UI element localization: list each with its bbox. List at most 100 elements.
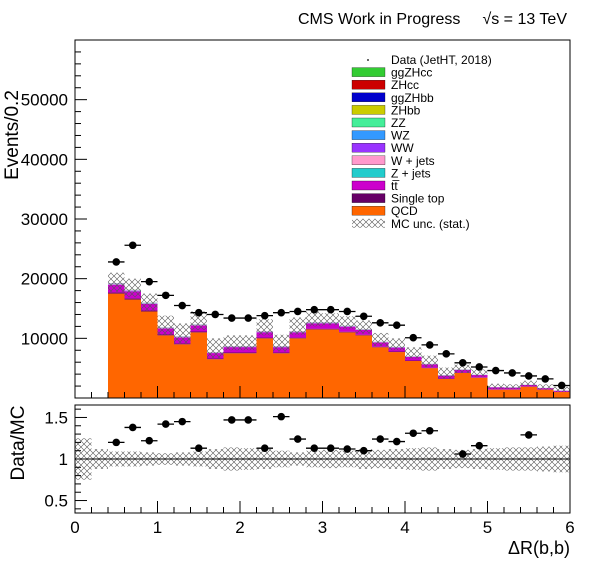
bar-qcd [438, 378, 455, 398]
legend-label-zz: ZZ [391, 116, 406, 130]
mc-unc-band-bin [141, 293, 158, 311]
ratio-point [194, 444, 203, 453]
bar-qcd [471, 377, 488, 398]
mc-unc-band-bin [471, 369, 488, 377]
bar-single-top [124, 298, 141, 300]
data-point [293, 307, 302, 316]
data-point [260, 311, 269, 320]
mc-unc-band-bin [438, 367, 455, 379]
mc-unc-band-bin [157, 315, 174, 335]
legend-label-zhbb: ZHbb [391, 103, 421, 117]
x-tick-label: 2 [235, 518, 244, 537]
mc-unc-band-bin [108, 272, 125, 292]
mc-unc-band-bin [223, 335, 240, 351]
data-point [541, 375, 550, 383]
bar-qcd [108, 293, 125, 398]
mc-unc-band-bin [124, 278, 141, 298]
bar-qcd [487, 389, 504, 398]
ratio-points [108, 412, 537, 458]
bar-qcd [405, 361, 422, 398]
y-tick-label: 40000 [21, 150, 68, 169]
bar-qcd [339, 332, 356, 398]
ratio-point [277, 412, 286, 421]
data-point [409, 333, 418, 342]
data-point [376, 319, 385, 327]
legend-swatch-ggzhbb [351, 92, 386, 102]
mc-unc-band-bin [306, 311, 323, 327]
legend-swatch-z-jets [351, 168, 386, 178]
legend-label-tt-: tt̅ [391, 179, 400, 193]
mc-unc-band-bin [190, 311, 207, 330]
mc-unc-band-bin [454, 364, 471, 373]
mc-unc-band-bin [174, 323, 191, 344]
mc-unc-band-bin [372, 332, 389, 347]
x-tick-label: 0 [70, 518, 79, 537]
bar-tt- [322, 323, 339, 329]
stacked-bars [108, 283, 570, 398]
ratio-panel: 0.5 1 1.5 0 1 2 3 4 5 6 Data/MC ΔR(b,b) [8, 404, 575, 558]
bar-single-top [240, 352, 257, 354]
bar-single-top [174, 343, 191, 345]
data-point [524, 372, 533, 380]
mc-unc-band-bin [388, 338, 405, 351]
legend-label-ggzhcc: ggZHcc [391, 66, 432, 80]
mc-unc-band-bin [537, 384, 554, 390]
mc-unc-band [108, 272, 570, 393]
y-tick-label: 10000 [21, 329, 68, 348]
bar-qcd [141, 311, 158, 398]
bar-qcd [223, 353, 240, 398]
ratio-point [409, 429, 418, 438]
bar-single-top [223, 352, 240, 354]
legend-label-qcd: QCD [391, 204, 418, 218]
x-tick-label: 3 [318, 518, 327, 537]
bar-qcd [190, 332, 207, 398]
main-y-axis-label: Events/0.2 [2, 90, 23, 180]
bar-single-top [388, 351, 405, 353]
legend-label-z-jets: Z + jets [391, 166, 431, 180]
mc-unc-band-bin [421, 355, 438, 367]
ratio-point [359, 446, 368, 455]
bar-qcd [273, 353, 290, 398]
ratio-point [260, 444, 269, 453]
bar-tt- [339, 326, 356, 332]
bar-single-top [157, 334, 174, 336]
bar-qcd [322, 329, 339, 398]
bar-single-top [273, 352, 290, 354]
legend-swatch-zhbb [351, 105, 386, 115]
ratio-point [524, 431, 533, 439]
bar-single-top [355, 334, 372, 336]
ratio-point [343, 445, 352, 453]
legend-swatch-single-top [351, 193, 386, 203]
legend-swatch-zz [351, 117, 386, 128]
data-point [277, 308, 286, 317]
legend-swatch-data [367, 59, 369, 61]
main-panel: 10000 20000 30000 40000 50000 Events/0.2 Dat… [2, 39, 571, 399]
bar-single-top [322, 328, 339, 330]
mc-unc-band-bin [339, 316, 356, 329]
ratio-point [475, 441, 484, 450]
main-y-axis: 10000 20000 30000 40000 50000 [21, 39, 87, 399]
bar-qcd [520, 386, 537, 398]
ratio-point [244, 416, 253, 424]
legend-swatch-tt- [351, 180, 386, 191]
y-tick-label: 30000 [21, 210, 68, 229]
bar-single-top [306, 328, 323, 330]
data-point [458, 358, 467, 367]
ratio-point [293, 435, 302, 443]
data-point [310, 305, 319, 314]
legend-swatch-ggzhcc [351, 67, 386, 77]
ratio-point [128, 423, 137, 432]
y-tick-label: 50000 [21, 91, 68, 110]
mc-unc-band-bin [273, 334, 290, 352]
legend-label-mc-unc-stat-: MC unc. (stat.) [391, 217, 470, 231]
data-point [211, 310, 220, 319]
legend-label-single-top: Single top [391, 192, 445, 206]
ratio-point [425, 426, 434, 435]
ratio-y-tick-label: 0.5 [44, 492, 68, 511]
bar-qcd [421, 368, 438, 398]
bar-qcd [124, 299, 141, 398]
data-point [508, 369, 517, 377]
data-point [145, 277, 154, 286]
data-points [108, 241, 570, 390]
